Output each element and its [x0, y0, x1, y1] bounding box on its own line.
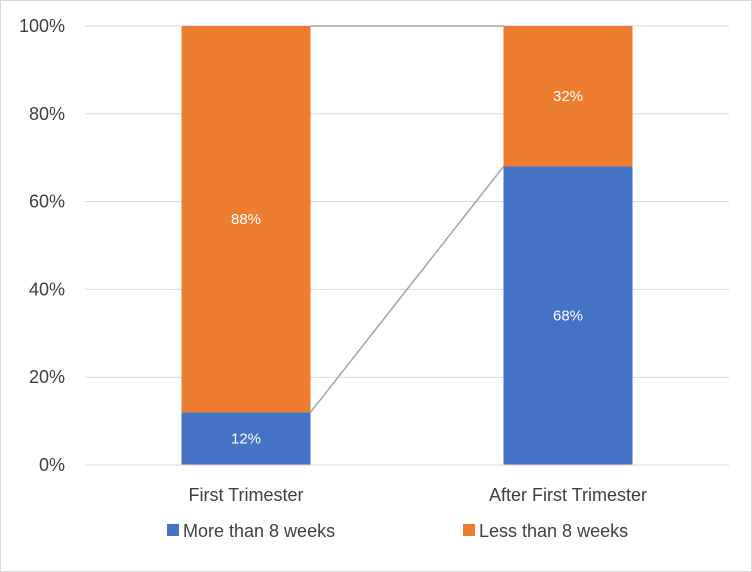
legend-swatch: [167, 524, 179, 536]
bar-more-than-8-weeks: [503, 166, 633, 466]
y-tick-label: 40%: [29, 279, 65, 299]
y-tick-label: 100%: [19, 16, 65, 36]
y-tick-label: 20%: [29, 367, 65, 387]
category-label: After First Trimester: [489, 485, 647, 505]
data-label: 68%: [553, 308, 583, 325]
series-line: [309, 166, 505, 413]
y-tick-label: 0%: [39, 455, 65, 475]
bar-less-than-8-weeks: [181, 26, 311, 413]
category-label: First Trimester: [189, 485, 304, 505]
legend-label: Less than 8 weeks: [479, 521, 628, 541]
legend-swatch: [463, 524, 475, 536]
legend-label: More than 8 weeks: [183, 521, 335, 541]
bar-less-than-8-weeks: [503, 26, 633, 167]
data-label: 12%: [231, 431, 261, 448]
y-tick-label: 60%: [29, 192, 65, 212]
bar-more-than-8-weeks: [181, 412, 311, 465]
y-tick-label: 80%: [29, 104, 65, 124]
data-label: 88%: [231, 211, 261, 228]
data-label: 32%: [553, 88, 583, 105]
